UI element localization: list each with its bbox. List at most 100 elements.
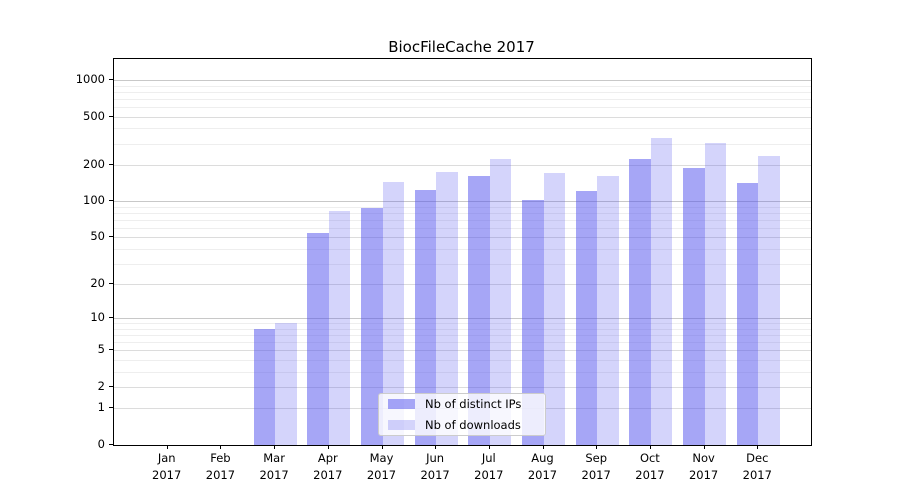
gridline-y-1000 bbox=[114, 80, 811, 81]
bar-distinct-ips-mar bbox=[253, 328, 276, 445]
gridline-y-5 bbox=[114, 350, 811, 352]
legend-label-distinct-ips: Nb of distinct IPs bbox=[425, 397, 522, 411]
gridline-y-700 bbox=[114, 98, 811, 100]
bar-distinct-ips-nov bbox=[683, 167, 705, 445]
xtick-mark-jun bbox=[435, 445, 437, 449]
ytick-mark-10 bbox=[109, 317, 113, 319]
plot-area bbox=[113, 58, 812, 446]
xtick-label-jul: Jul 2017 bbox=[474, 451, 504, 482]
xtick-label-apr: Apr 2017 bbox=[313, 451, 343, 482]
xtick-mark-oct bbox=[649, 445, 651, 449]
bar-downloads-jun bbox=[436, 171, 458, 445]
xtick-mark-aug bbox=[542, 445, 544, 449]
xtick-mark-sep bbox=[596, 445, 598, 449]
bar-distinct-ips-oct bbox=[629, 158, 651, 445]
xtick-mark-jan bbox=[166, 445, 168, 449]
ytick-label-2: 2 bbox=[97, 379, 105, 393]
ytick-label-1: 1 bbox=[97, 400, 105, 415]
ytick-label-50: 50 bbox=[90, 229, 105, 244]
legend-swatch-distinct-ips bbox=[388, 399, 415, 409]
bar-downloads-jul bbox=[489, 159, 512, 445]
xtick-label-feb: Feb 2017 bbox=[205, 451, 236, 482]
gridline-y-90 bbox=[114, 206, 811, 208]
xtick-mark-apr bbox=[327, 445, 329, 449]
bar-downloads-sep bbox=[597, 175, 619, 445]
bar-distinct-ips-apr bbox=[307, 233, 329, 445]
ytick-label-500: 500 bbox=[83, 108, 105, 123]
gridline-y-80 bbox=[114, 212, 811, 214]
ytick-mark-20 bbox=[109, 283, 113, 285]
gridline-y-300 bbox=[114, 143, 811, 145]
bar-distinct-ips-may bbox=[361, 207, 383, 445]
xtick-mark-may bbox=[381, 445, 383, 449]
ytick-mark-0 bbox=[109, 444, 113, 445]
bar-downloads-dec bbox=[758, 155, 780, 445]
gridline-y-9 bbox=[114, 323, 811, 325]
xtick-mark-nov bbox=[703, 445, 705, 449]
ytick-mark-200 bbox=[109, 163, 113, 165]
gridline-y-8 bbox=[114, 328, 811, 330]
ytick-label-1000: 1000 bbox=[75, 72, 105, 86]
legend-swatch-downloads bbox=[388, 420, 415, 430]
xtick-label-mar: Mar 2017 bbox=[259, 451, 289, 482]
bar-distinct-ips-aug bbox=[522, 199, 544, 445]
bar-downloads-mar bbox=[275, 323, 297, 445]
ytick-mark-50 bbox=[109, 236, 113, 238]
bar-distinct-ips-dec bbox=[736, 182, 759, 445]
ytick-label-20: 20 bbox=[90, 276, 105, 291]
bar-downloads-nov bbox=[704, 142, 727, 445]
bar-distinct-ips-jun bbox=[414, 189, 437, 445]
gridline-y-30 bbox=[114, 263, 811, 265]
xtick-label-jan: Jan 2017 bbox=[152, 451, 182, 482]
ytick-mark-1000 bbox=[109, 79, 113, 80]
xtick-mark-feb bbox=[220, 445, 222, 449]
gridline-y-10 bbox=[114, 318, 811, 320]
gridline-y-600 bbox=[114, 107, 811, 108]
bar-downloads-apr bbox=[328, 210, 351, 445]
ytick-label-0: 0 bbox=[97, 437, 105, 451]
bar-downloads-oct bbox=[650, 137, 673, 445]
gridline-y-7 bbox=[114, 335, 811, 337]
legend: Nb of distinct IPs Nb of downloads bbox=[378, 393, 546, 436]
gridline-y-4 bbox=[114, 360, 811, 361]
gridline-y-6 bbox=[114, 342, 811, 344]
ytick-label-200: 200 bbox=[83, 156, 105, 171]
xtick-label-sep: Sep 2017 bbox=[581, 451, 611, 482]
ytick-mark-100 bbox=[109, 200, 113, 202]
ytick-label-100: 100 bbox=[83, 193, 105, 208]
ytick-mark-5 bbox=[109, 349, 113, 351]
gridline-y-500 bbox=[114, 116, 811, 118]
bar-downloads-aug bbox=[543, 173, 565, 445]
ytick-mark-2 bbox=[109, 386, 113, 387]
legend-entry-distinct-ips: Nb of distinct IPs bbox=[388, 397, 536, 411]
bar-distinct-ips-sep bbox=[575, 191, 598, 445]
ytick-label-10: 10 bbox=[90, 310, 105, 325]
xtick-label-may: May 2017 bbox=[366, 451, 397, 482]
gridline-y-60 bbox=[114, 227, 811, 229]
gridline-y-100 bbox=[114, 201, 811, 203]
bar-downloads-may bbox=[382, 181, 404, 445]
gridline-y-800 bbox=[114, 91, 811, 93]
gridline-y-20 bbox=[114, 284, 811, 286]
xtick-label-aug: Aug 2017 bbox=[527, 451, 558, 482]
gridline-y-70 bbox=[114, 219, 811, 221]
gridline-y-50 bbox=[114, 237, 811, 239]
ytick-mark-500 bbox=[109, 115, 113, 117]
legend-label-downloads: Nb of downloads bbox=[425, 418, 521, 432]
gridline-y-3 bbox=[114, 371, 811, 373]
gridline-y-900 bbox=[114, 85, 811, 87]
chart-title: BiocFileCache 2017 bbox=[388, 38, 535, 56]
xtick-label-nov: Nov 2017 bbox=[688, 451, 719, 482]
ytick-mark-1 bbox=[109, 407, 113, 409]
gridline-y-200 bbox=[114, 164, 811, 166]
xtick-label-jun: Jun 2017 bbox=[420, 451, 450, 482]
bar-distinct-ips-jul bbox=[468, 176, 490, 445]
gridline-y-400 bbox=[114, 128, 811, 130]
legend-entry-downloads: Nb of downloads bbox=[388, 418, 536, 432]
xtick-mark-dec bbox=[757, 445, 759, 449]
xtick-mark-jul bbox=[488, 445, 490, 449]
xtick-label-dec: Dec 2017 bbox=[742, 451, 772, 482]
ytick-label-5: 5 bbox=[97, 342, 105, 357]
gridline-y-2 bbox=[114, 387, 811, 388]
